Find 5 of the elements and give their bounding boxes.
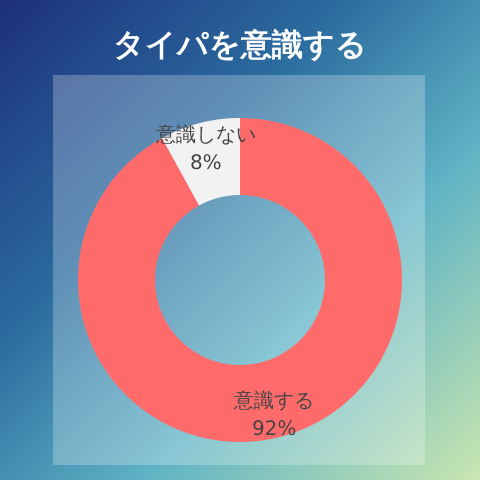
donut-slice (78, 118, 402, 442)
data-label: 8% (190, 150, 222, 174)
chart-title: タイパを意識する (113, 27, 367, 63)
slice-label: 意識する (233, 388, 314, 412)
data-label: 92% (252, 416, 296, 440)
